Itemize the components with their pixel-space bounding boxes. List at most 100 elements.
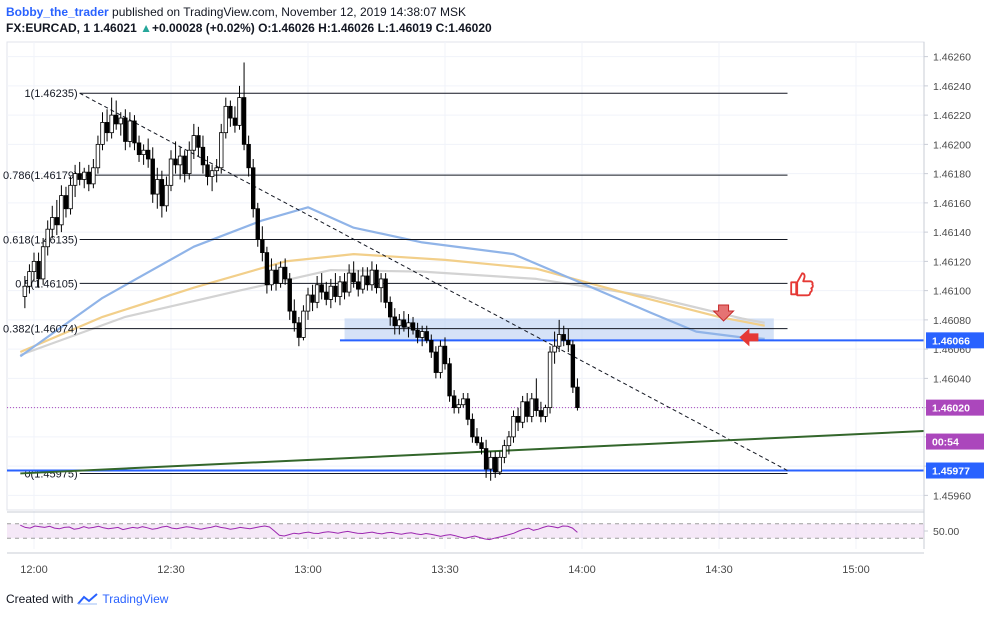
candle-body bbox=[401, 319, 407, 328]
candle-body bbox=[337, 281, 343, 297]
candle-body bbox=[132, 120, 137, 144]
candle-body bbox=[45, 228, 50, 248]
moving-average-gray bbox=[19, 269, 765, 357]
candle-body bbox=[191, 135, 197, 151]
candle-body bbox=[387, 301, 393, 318]
candle-body bbox=[301, 310, 306, 338]
ohlc-open: 1.46026 bbox=[271, 21, 315, 35]
rising-trendline[interactable] bbox=[20, 430, 925, 475]
candle-body bbox=[273, 269, 279, 284]
chart-header: Bobby_the_trader published on TradingVie… bbox=[6, 4, 981, 38]
time-tick-label: 13:00 bbox=[294, 564, 322, 576]
change-value: +0.00028 (+0.02%) bbox=[151, 21, 255, 35]
price-chart[interactable]: 1(1.46235) 0.786(1.46179) 0.618(1.46135) 0.… bbox=[0, 0, 988, 590]
candle-body bbox=[260, 239, 265, 253]
candle-body bbox=[68, 184, 73, 210]
candle-body bbox=[488, 456, 493, 470]
candle-body bbox=[392, 316, 397, 327]
candle-body bbox=[319, 284, 324, 293]
ohlc-high-label: H: bbox=[318, 21, 331, 35]
candle-body bbox=[22, 285, 28, 297]
rsi-axis-label: 50.00 bbox=[933, 526, 959, 538]
fib-level-label: 0.382(1.46074) bbox=[3, 324, 78, 336]
candle-body bbox=[374, 269, 379, 289]
thumbs-up-icon bbox=[790, 272, 814, 297]
candle-body bbox=[525, 401, 530, 417]
price-tick-label: 1.46260 bbox=[933, 52, 971, 64]
candle-body bbox=[397, 319, 402, 327]
candle-body bbox=[159, 179, 165, 207]
candle-body bbox=[433, 351, 439, 373]
tradingview-link[interactable]: TradingView bbox=[77, 592, 168, 606]
candle-body bbox=[566, 339, 571, 346]
candle-body bbox=[287, 278, 292, 312]
candle-body bbox=[483, 448, 489, 470]
footer: Created with TradingView bbox=[6, 592, 168, 606]
candle-body bbox=[520, 401, 525, 423]
candle-body bbox=[474, 436, 480, 444]
candle-body bbox=[470, 418, 475, 438]
moving-average-orange bbox=[19, 253, 765, 354]
candle-body bbox=[543, 407, 548, 417]
price-label-box bbox=[926, 433, 984, 450]
time-tick-label: 15:00 bbox=[842, 564, 870, 576]
candle-body bbox=[114, 114, 119, 125]
price-tick-label: 1.46180 bbox=[933, 169, 971, 181]
fib-level-label: 1(1.46235) bbox=[24, 88, 77, 100]
candle-body bbox=[410, 322, 416, 331]
candle-body bbox=[419, 331, 425, 338]
candle-body bbox=[246, 143, 251, 169]
candle-body bbox=[547, 351, 553, 409]
candle-body bbox=[465, 398, 471, 420]
candle-body bbox=[200, 146, 206, 166]
candle-body bbox=[223, 105, 228, 134]
price-pane[interactable] bbox=[6, 41, 925, 511]
price-label-text: 00:54 bbox=[932, 437, 959, 449]
change-arrow-icon: ▲ bbox=[140, 21, 152, 35]
candle-body bbox=[214, 167, 219, 172]
candle-body bbox=[177, 155, 183, 166]
candle-body bbox=[109, 114, 114, 134]
rsi-line bbox=[20, 524, 578, 541]
candle-body bbox=[502, 445, 507, 458]
author-link[interactable]: Bobby_the_trader bbox=[6, 5, 109, 19]
fib-level-label: 0.786(1.46179) bbox=[3, 170, 78, 182]
candle-body bbox=[369, 269, 375, 286]
candle-body bbox=[82, 171, 87, 180]
candle-body bbox=[150, 158, 155, 195]
candle-body bbox=[529, 398, 534, 417]
candle-body bbox=[447, 363, 452, 397]
candle-body bbox=[292, 310, 297, 324]
candle-body bbox=[141, 149, 146, 156]
candle-body bbox=[95, 143, 101, 169]
created-with-text: Created with bbox=[6, 592, 74, 606]
candle-body bbox=[196, 135, 201, 148]
candle-body bbox=[538, 410, 544, 417]
candle-body bbox=[100, 122, 105, 145]
diagonal-trendline[interactable] bbox=[79, 92, 788, 471]
price-label-box bbox=[926, 462, 984, 479]
candle-body bbox=[360, 275, 365, 290]
price-tick-label: 1.45960 bbox=[933, 490, 971, 502]
rsi-band bbox=[7, 523, 924, 539]
publish-line: Bobby_the_trader published on TradingVie… bbox=[6, 4, 981, 20]
candle-body bbox=[50, 217, 55, 230]
candle-body bbox=[36, 260, 41, 280]
candle-body bbox=[168, 158, 174, 186]
candle-body bbox=[424, 331, 429, 341]
candle-body bbox=[86, 171, 91, 185]
ohlc-low: 1.46019 bbox=[388, 21, 433, 35]
ohlc-high: 1.46026 bbox=[330, 21, 375, 35]
candle-body bbox=[164, 184, 169, 207]
candle-body bbox=[561, 334, 566, 341]
candle-body bbox=[209, 170, 215, 177]
candle-body bbox=[31, 260, 37, 273]
candle-body bbox=[241, 97, 247, 145]
candle-body bbox=[264, 252, 270, 286]
arrow-left-icon bbox=[739, 328, 759, 347]
candle-body bbox=[232, 117, 238, 126]
candle-body bbox=[182, 155, 187, 175]
ohlc-low-label: L: bbox=[377, 21, 389, 35]
candle-body bbox=[237, 97, 242, 126]
candle-body bbox=[282, 266, 288, 280]
